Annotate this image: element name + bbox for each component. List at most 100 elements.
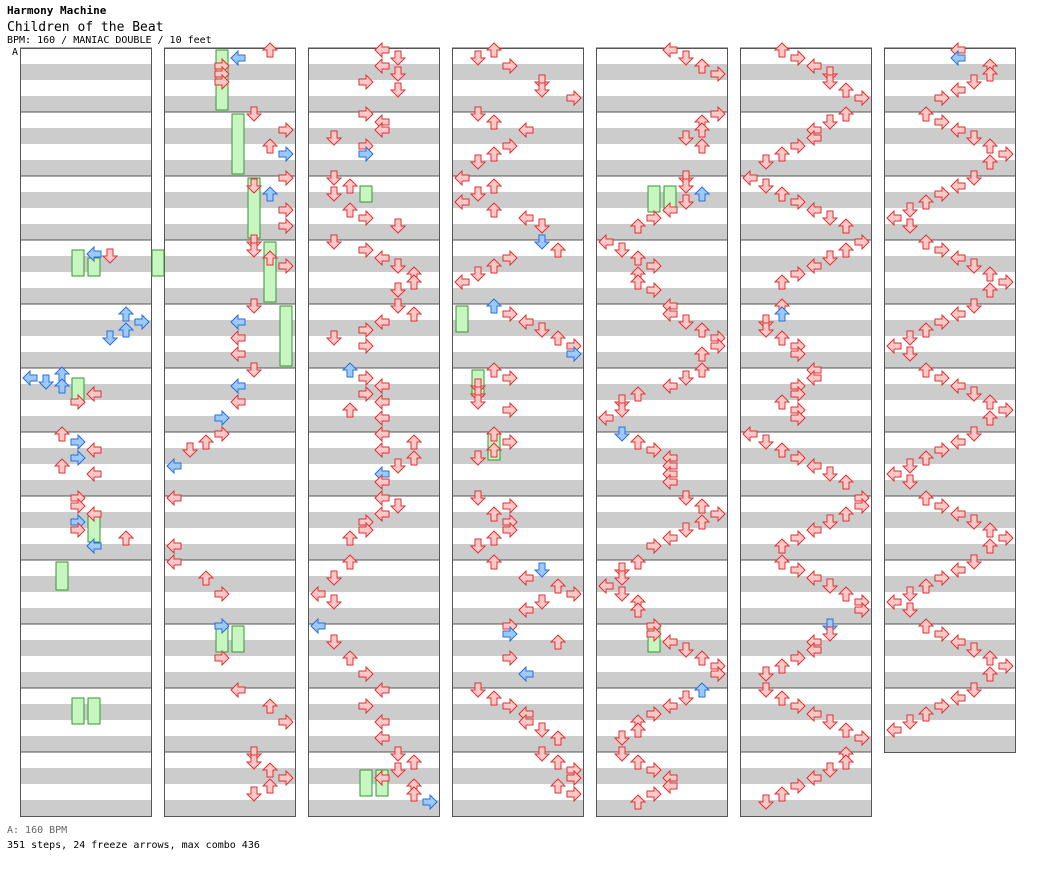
beat-stripe	[884, 704, 1016, 720]
beat-stripe	[596, 160, 728, 176]
beat-stripe	[740, 480, 872, 496]
step-arrow-up-icon	[981, 410, 999, 426]
step-arrow-right-icon	[710, 337, 726, 355]
step-arrow-up-icon	[117, 306, 135, 322]
beat-stripe	[884, 512, 1016, 528]
step-arrow-right-icon	[278, 217, 294, 235]
step-arrow-down-icon	[613, 730, 631, 746]
step-arrow-down-icon	[677, 690, 695, 706]
step-arrow-left-icon	[518, 121, 534, 139]
beat-stripe	[308, 448, 440, 464]
beat-stripe	[596, 672, 728, 688]
step-arrow-right-icon	[358, 665, 374, 683]
step-arrow-up-icon	[117, 322, 135, 338]
beat-stripe	[452, 736, 584, 752]
step-arrow-left-icon	[806, 569, 822, 587]
step-arrow-down-icon	[469, 394, 487, 410]
freeze-arrow	[455, 305, 469, 333]
beat-stripe	[452, 64, 584, 80]
step-arrow-right-icon	[790, 345, 806, 363]
step-arrow-up-icon	[693, 682, 711, 698]
step-arrow-up-icon	[261, 42, 279, 58]
step-arrow-left-icon	[886, 337, 902, 355]
step-arrow-left-icon	[662, 473, 678, 491]
step-arrow-left-icon	[310, 585, 326, 603]
step-arrow-up-icon	[341, 530, 359, 546]
step-arrow-right-icon	[502, 521, 518, 539]
beat-stripe	[20, 672, 152, 688]
step-arrow-down-icon	[469, 538, 487, 554]
step-arrow-up-icon	[485, 202, 503, 218]
chart-column-frame	[20, 48, 152, 817]
step-arrow-right-icon	[358, 385, 374, 403]
freeze-arrow	[279, 305, 293, 367]
step-arrow-up-icon	[341, 554, 359, 570]
step-arrow-up-icon	[981, 394, 999, 410]
beat-stripe	[20, 608, 152, 624]
step-arrow-down-icon	[901, 202, 919, 218]
step-arrow-down-icon	[469, 266, 487, 282]
step-arrow-left-icon	[806, 201, 822, 219]
step-arrow-up-icon	[629, 602, 647, 618]
step-arrow-down-icon	[757, 794, 775, 810]
step-arrow-up-icon	[197, 570, 215, 586]
step-arrow-right-icon	[502, 57, 518, 75]
beat-stripe	[884, 224, 1016, 240]
chart-stats: 351 steps, 24 freeze arrows, max combo 4…	[7, 840, 260, 851]
beat-stripe	[884, 544, 1016, 560]
step-arrow-right-icon	[502, 137, 518, 155]
step-arrow-up-icon	[117, 530, 135, 546]
beat-stripe	[596, 256, 728, 272]
step-arrow-up-icon	[405, 450, 423, 466]
beat-stripe	[740, 512, 872, 528]
beat-stripe	[596, 480, 728, 496]
step-arrow-down-icon	[613, 586, 631, 602]
step-arrow-right-icon	[646, 537, 662, 555]
beat-stripe	[740, 352, 872, 368]
step-arrow-down-icon	[389, 218, 407, 234]
step-arrow-down-icon	[613, 242, 631, 258]
step-arrow-right-icon	[646, 625, 662, 643]
beat-stripe	[308, 192, 440, 208]
step-arrow-left-icon	[230, 345, 246, 363]
step-arrow-right-icon	[70, 433, 86, 451]
beat-stripe	[596, 96, 728, 112]
step-arrow-down-icon	[389, 282, 407, 298]
step-arrow-right-icon	[278, 769, 294, 787]
step-arrow-right-icon	[854, 233, 870, 251]
chart-column-frame	[596, 48, 728, 817]
step-arrow-down-icon	[389, 762, 407, 778]
beat-stripe	[884, 288, 1016, 304]
beat-stripe	[164, 352, 296, 368]
step-arrow-left-icon	[950, 505, 966, 523]
step-arrow-down-icon	[677, 130, 695, 146]
step-arrow-left-icon	[950, 121, 966, 139]
step-arrow-right-icon	[710, 65, 726, 83]
beat-stripe	[308, 160, 440, 176]
step-arrow-down-icon	[757, 322, 775, 338]
beat-stripe	[164, 128, 296, 144]
step-arrow-up-icon	[341, 650, 359, 666]
step-arrow-right-icon	[934, 241, 950, 259]
step-arrow-right-icon	[934, 313, 950, 331]
step-arrow-left-icon	[374, 489, 390, 507]
step-arrow-left-icon	[662, 529, 678, 547]
step-arrow-right-icon	[278, 713, 294, 731]
step-arrow-down-icon	[821, 466, 839, 482]
beat-stripe	[164, 288, 296, 304]
step-arrow-up-icon	[629, 794, 647, 810]
step-arrow-up-icon	[693, 498, 711, 514]
step-arrow-down-icon	[821, 74, 839, 90]
step-arrow-up-icon	[549, 330, 567, 346]
step-arrow-down-icon	[533, 322, 551, 338]
step-arrow-down-icon	[245, 242, 263, 258]
step-arrow-down-icon	[901, 346, 919, 362]
step-arrow-right-icon	[998, 657, 1014, 675]
step-arrow-down-icon	[821, 514, 839, 530]
freeze-arrow	[359, 185, 373, 203]
step-arrow-down-icon	[677, 314, 695, 330]
step-arrow-down-icon	[965, 554, 983, 570]
beat-stripe	[164, 256, 296, 272]
step-arrow-right-icon	[278, 145, 294, 163]
